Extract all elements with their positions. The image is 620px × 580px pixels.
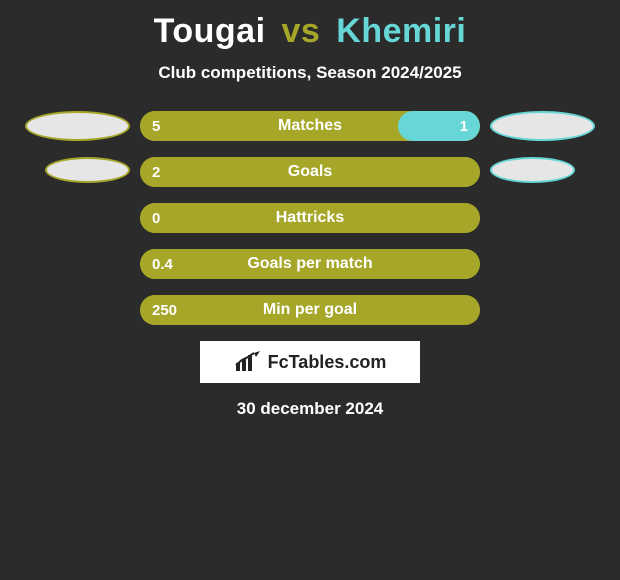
p1-bubble <box>25 203 130 233</box>
title-vs: vs <box>281 12 320 50</box>
stat-row: 0Hattricks <box>0 203 620 233</box>
p2-bubble <box>490 249 595 279</box>
stat-bar: 2Goals <box>140 157 480 187</box>
p2-bubble <box>490 157 575 187</box>
root: Tougai vs Khemiri Club competitions, Sea… <box>0 12 620 580</box>
logo-text: FcTables.com <box>268 352 387 373</box>
p2-bubble <box>490 111 595 141</box>
title-player2: Khemiri <box>336 12 466 50</box>
stat-row: 0.4Goals per match <box>0 249 620 279</box>
stat-bar: 51Matches <box>140 111 480 141</box>
p1-bubble <box>45 157 130 187</box>
p1-bubble <box>25 249 130 279</box>
p1-bubble <box>25 295 130 325</box>
fctables-logo[interactable]: FcTables.com <box>200 341 420 383</box>
p1-bubble <box>25 111 130 141</box>
page-title: Tougai vs Khemiri <box>0 12 620 51</box>
stat-row: 2Goals <box>0 157 620 187</box>
stat-label: Hattricks <box>140 203 480 233</box>
stat-bar: 0Hattricks <box>140 203 480 233</box>
logo-wrap: FcTables.com <box>0 341 620 383</box>
stats-rows: 51Matches 2Goals 0Hattricks 0.4Goals per ma… <box>0 111 620 325</box>
stat-row: 250Min per goal <box>0 295 620 325</box>
stat-label: Matches <box>140 111 480 141</box>
stat-label: Min per goal <box>140 295 480 325</box>
stat-row: 51Matches <box>0 111 620 141</box>
title-player1: Tougai <box>154 12 266 50</box>
chart-icon <box>234 351 262 373</box>
stat-label: Goals <box>140 157 480 187</box>
stat-bar: 0.4Goals per match <box>140 249 480 279</box>
date-text: 30 december 2024 <box>0 399 620 419</box>
p2-bubble <box>490 295 595 325</box>
stat-bar: 250Min per goal <box>140 295 480 325</box>
subtitle: Club competitions, Season 2024/2025 <box>0 63 620 83</box>
stat-label: Goals per match <box>140 249 480 279</box>
p2-bubble <box>490 203 595 233</box>
